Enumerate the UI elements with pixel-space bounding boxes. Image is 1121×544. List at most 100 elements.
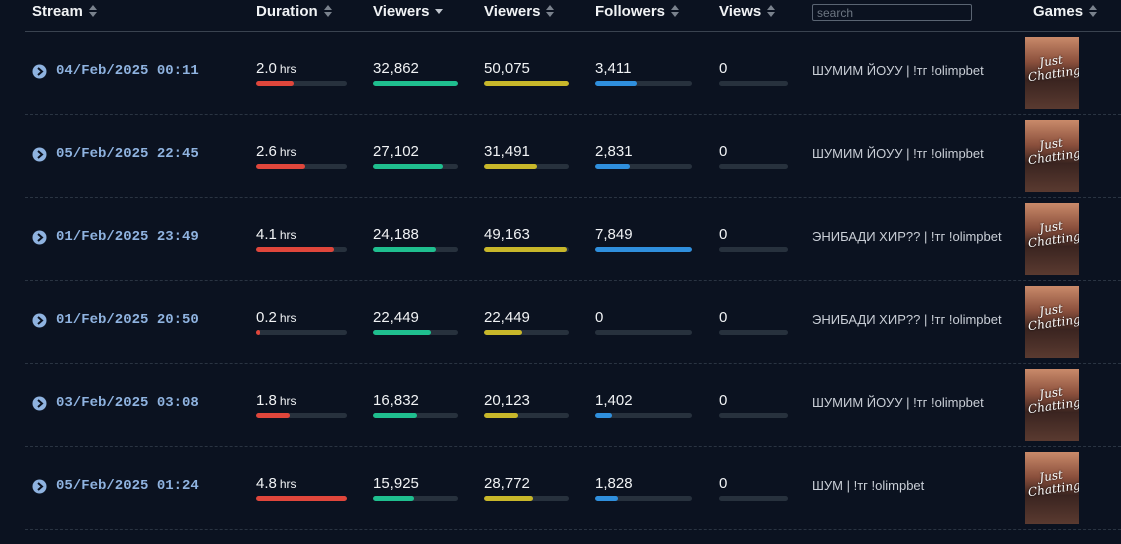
duration-track (256, 330, 347, 335)
game-thumbnail[interactable]: Just Chatting (1025, 452, 1079, 524)
unit: hrs (279, 62, 297, 76)
viewers-value: 24,188 (373, 226, 419, 243)
unit: hrs (279, 228, 297, 242)
expand-icon[interactable] (32, 64, 47, 79)
views-value: 0 (719, 60, 727, 77)
followers-track (595, 81, 692, 86)
col-followers[interactable]: Followers (595, 3, 680, 20)
value-text: 0.2 (256, 309, 277, 326)
viewers-track (373, 81, 458, 86)
stream-title: ЭНИБАДИ ХИР?? | !тг !olimpbet (812, 229, 1002, 244)
viewers-bar (373, 164, 444, 169)
value-text: 31,491 (484, 143, 530, 160)
stream-date[interactable]: 01/Feb/2025 23:49 (56, 229, 199, 245)
stream-date[interactable]: 05/Feb/2025 22:45 (56, 146, 199, 162)
value-text: 7,849 (595, 226, 633, 243)
views-track (719, 247, 788, 252)
viewers-bar (373, 81, 458, 86)
value-text: 27,102 (373, 143, 419, 160)
header-label: Viewers (373, 3, 430, 20)
duration-track (256, 247, 347, 252)
viewers-track (373, 164, 458, 169)
col-views[interactable]: Views (719, 3, 776, 20)
game-thumbnail[interactable]: Just Chatting (1025, 203, 1079, 275)
unit: hrs (279, 311, 297, 325)
viewers-bar (373, 330, 432, 335)
viewers-track (373, 413, 458, 418)
value-text: 2,831 (595, 143, 633, 160)
peak_viewers-bar (484, 164, 538, 169)
header-rule (25, 31, 1121, 32)
expand-icon[interactable] (32, 230, 47, 245)
row-separator (25, 446, 1121, 447)
peak_viewers-value: 31,491 (484, 143, 530, 160)
duration-value: 4.1 hrs (256, 226, 297, 243)
value-text: 2.0 (256, 60, 277, 77)
peak_viewers-value: 49,163 (484, 226, 530, 243)
game-thumbnail[interactable]: Just Chatting (1025, 369, 1079, 441)
stream-date[interactable]: 05/Feb/2025 01:24 (56, 478, 199, 494)
viewers-track (373, 247, 458, 252)
header-label: Views (719, 3, 762, 20)
followers-value: 1,402 (595, 392, 633, 409)
viewers-bar (373, 496, 415, 501)
value-text: 1.8 (256, 392, 277, 409)
peak_viewers-bar (484, 247, 568, 252)
col-stream[interactable]: Stream (32, 3, 97, 20)
peak_viewers-bar (484, 413, 519, 418)
game-thumbnail[interactable]: Just Chatting (1025, 120, 1079, 192)
stream-date[interactable]: 04/Feb/2025 00:11 (56, 63, 199, 79)
game-thumbnail[interactable]: Just Chatting (1025, 286, 1079, 358)
followers-track (595, 496, 692, 501)
views-value: 0 (719, 309, 727, 326)
value-text: 0 (719, 309, 728, 326)
value-text: 0 (719, 143, 728, 160)
game-thumbnail[interactable]: Just Chatting (1025, 37, 1079, 109)
expand-icon[interactable] (32, 147, 47, 162)
peak_viewers-bar (484, 496, 533, 501)
col-games[interactable]: Games (1033, 3, 1098, 20)
duration-track (256, 413, 347, 418)
stream-date[interactable]: 01/Feb/2025 20:50 (56, 312, 199, 328)
value-text: 0 (719, 226, 728, 243)
sort-icon (671, 5, 680, 17)
viewers-bar (373, 247, 436, 252)
duration-track (256, 496, 347, 501)
row-separator (25, 529, 1121, 530)
value-text: 4.8 (256, 475, 277, 492)
col-viewers[interactable]: Viewers (373, 3, 444, 20)
views-value: 0 (719, 143, 727, 160)
expand-icon[interactable] (32, 479, 47, 494)
value-text: 28,772 (484, 475, 530, 492)
duration-value: 2.0 hrs (256, 60, 297, 77)
value-text: 1,828 (595, 475, 633, 492)
duration-value: 0.2 hrs (256, 309, 297, 326)
col-duration[interactable]: Duration (256, 3, 332, 20)
search-input[interactable]: search (812, 4, 972, 21)
followers-bar (595, 247, 692, 252)
col-peak-viewers[interactable]: Viewers (484, 3, 555, 20)
views-value: 0 (719, 475, 727, 492)
duration-bar (256, 330, 260, 335)
followers-value: 3,411 (595, 60, 631, 77)
game-name: Just Chatting (1027, 52, 1079, 85)
stream-title: ШУМИМ ЙОУУ | !тг !olimpbet (812, 395, 984, 410)
duration-bar (256, 413, 291, 418)
peak_viewers-track (484, 330, 569, 335)
value-text: 22,449 (484, 309, 530, 326)
stream-date[interactable]: 03/Feb/2025 03:08 (56, 395, 199, 411)
stream-title: ШУМ | !тг !olimpbet (812, 478, 925, 493)
value-text: 16,832 (373, 392, 419, 409)
expand-icon[interactable] (32, 396, 47, 411)
peak_viewers-track (484, 413, 569, 418)
peak_viewers-value: 28,772 (484, 475, 530, 492)
value-text: 0 (719, 392, 728, 409)
viewers-value: 27,102 (373, 143, 419, 160)
sort-icon (1089, 5, 1098, 17)
peak_viewers-track (484, 164, 569, 169)
value-text: 50,075 (484, 60, 530, 77)
expand-icon[interactable] (32, 313, 47, 328)
followers-value: 0 (595, 309, 603, 326)
header-label: Games (1033, 3, 1084, 20)
